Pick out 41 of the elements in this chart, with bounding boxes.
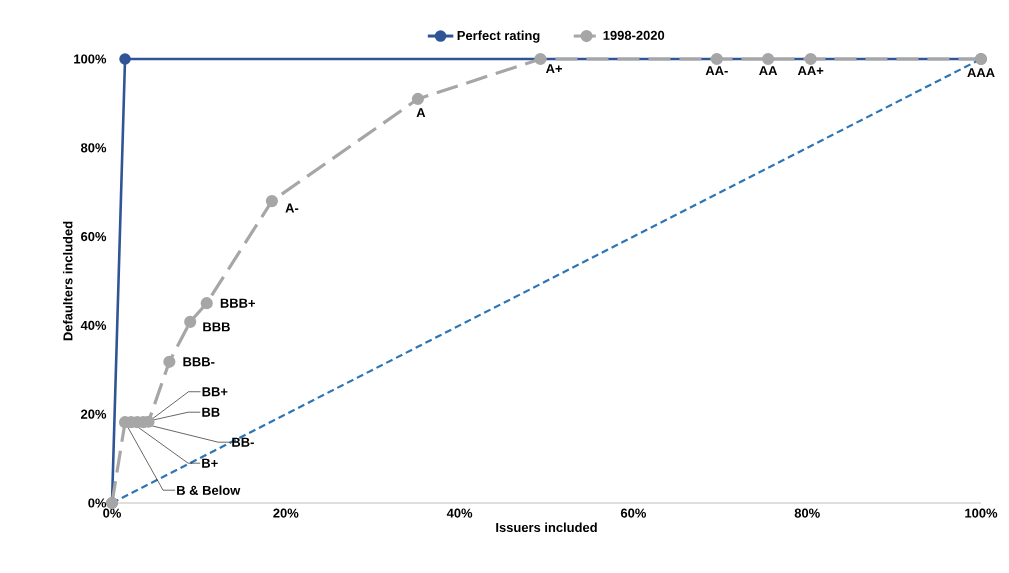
x-axis-title: Issuers included: [496, 522, 597, 533]
legend-label: Perfect rating: [457, 30, 540, 43]
point: [163, 355, 176, 368]
point: [184, 315, 197, 328]
x-tick-label: 0%: [103, 508, 122, 518]
y-tick-label: 20%: [81, 409, 107, 419]
y-tick-label: 60%: [81, 232, 107, 242]
y-tick-label: 80%: [80, 143, 107, 153]
y-axis-title: Defaulters included: [63, 221, 73, 341]
annotation: BB+: [202, 387, 228, 397]
y-tick-label: 0%: [88, 498, 107, 508]
x-tick-label: 40%: [446, 508, 473, 518]
point: [762, 52, 775, 66]
annotation: A+: [545, 64, 563, 74]
annotation: AA: [759, 66, 778, 76]
point: [534, 52, 547, 66]
annotation: BBB: [203, 322, 230, 332]
annotation: BB: [202, 407, 220, 417]
point: [411, 92, 424, 106]
annotation: A-: [285, 203, 299, 213]
point: [804, 52, 817, 66]
annotation: BBB-: [183, 357, 215, 367]
annotation: B & Below: [177, 485, 241, 495]
point: [119, 53, 131, 65]
point: [265, 194, 278, 208]
annotation: BB-: [232, 437, 254, 447]
annotation: AAA: [967, 68, 995, 78]
annotation: AA+: [797, 66, 824, 76]
annotation: B+: [202, 458, 218, 468]
y-tick-label: 100%: [74, 54, 107, 64]
point: [200, 297, 213, 310]
annotation: BBB+: [220, 298, 256, 308]
x-tick-label: 60%: [620, 508, 647, 518]
x-tick-label: 20%: [273, 508, 299, 518]
annotation: AA-: [705, 66, 728, 76]
x-tick-label: 80%: [794, 508, 820, 518]
point: [710, 52, 723, 66]
legend-label: 1998-2020: [603, 30, 665, 40]
x-tick-label: 100%: [965, 508, 998, 518]
y-tick-label: 40%: [80, 320, 107, 330]
annotation: A: [416, 108, 426, 118]
